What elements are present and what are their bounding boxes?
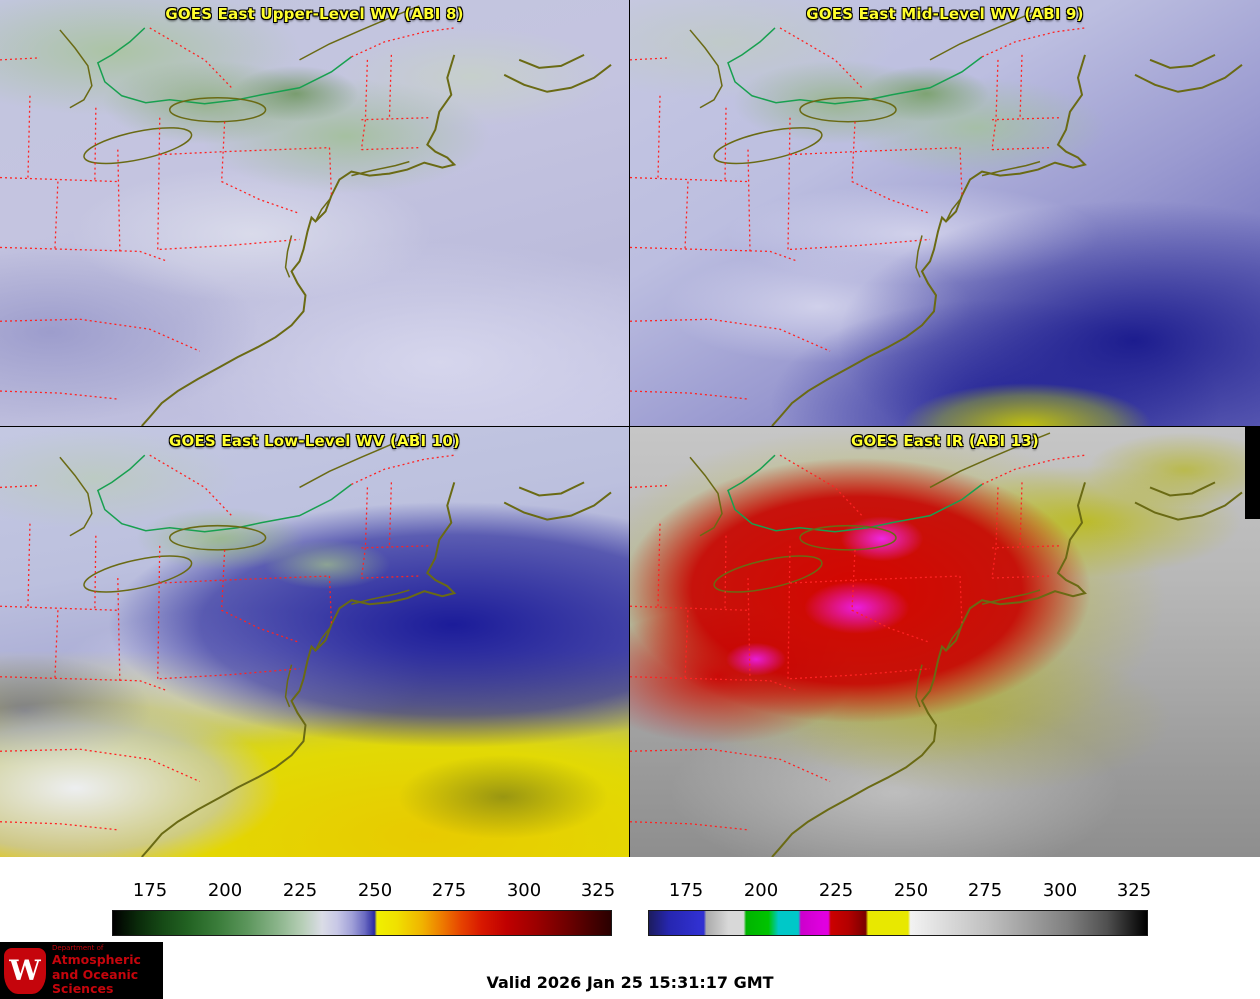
- tick-label: 250: [893, 880, 929, 901]
- map-overlay: [0, 4, 613, 426]
- logo-line2: and Oceanic Sciences: [52, 966, 139, 997]
- map-overlay: [630, 432, 1244, 857]
- panel-title: GOES East IR (ABI 13): [850, 432, 1039, 450]
- panel-title: GOES East Upper-Level WV (ABI 8): [165, 5, 464, 23]
- panel-low-level-wv: GOES East Low-Level WV (ABI 10): [0, 427, 630, 857]
- panel-upper-level-wv: GOES East Upper-Level WV (ABI 8): [0, 0, 630, 427]
- map-overlay: [0, 432, 613, 857]
- map-overlay: [630, 4, 1243, 426]
- wv-colorbar-ticks: 175 200 225 250 275 300 325: [112, 880, 616, 904]
- tick-label: 325: [1116, 880, 1152, 901]
- logo-dept-line: Department of: [52, 944, 104, 953]
- panel-title: GOES East Mid-Level WV (ABI 9): [806, 5, 1084, 23]
- uw-aos-logo: W Department of Atmospheric and Oceanic …: [0, 942, 163, 999]
- panel-title: GOES East Low-Level WV (ABI 10): [168, 432, 461, 450]
- uw-crest-icon: W: [4, 947, 46, 994]
- panel-mid-level-wv: GOES East Mid-Level WV (ABI 9): [630, 0, 1260, 427]
- tick-label: 300: [1042, 880, 1078, 901]
- tick-label: 175: [668, 880, 704, 901]
- logo-line1: Atmospheric: [52, 952, 141, 968]
- ir-colorbar-ticks: 175 200 225 250 275 300 325: [648, 880, 1152, 904]
- tick-label: 200: [743, 880, 779, 901]
- tick-label: 325: [580, 880, 616, 901]
- crest-letter: W: [9, 953, 41, 987]
- tick-label: 200: [207, 880, 243, 901]
- tick-label: 300: [506, 880, 542, 901]
- logo-text: Department of Atmospheric and Oceanic Sc…: [52, 944, 163, 996]
- valid-time: Valid 2026 Jan 25 15:31:17 GMT: [486, 973, 774, 992]
- wv-colorbar: [112, 910, 612, 936]
- tick-label: 275: [967, 880, 1003, 901]
- panel-ir: GOES East IR (ABI 13): [630, 427, 1260, 857]
- tick-label: 250: [357, 880, 393, 901]
- ir-colorbar: [648, 910, 1148, 936]
- tick-label: 225: [818, 880, 854, 901]
- tick-label: 175: [132, 880, 168, 901]
- tick-label: 275: [431, 880, 467, 901]
- tick-label: 225: [282, 880, 318, 901]
